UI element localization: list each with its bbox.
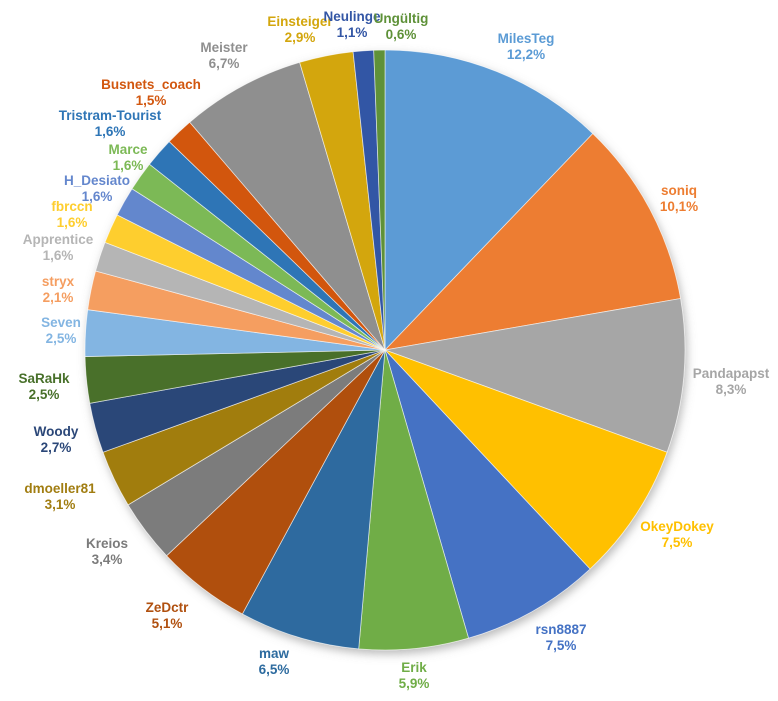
slice-label-name: Einsteiger: [267, 14, 333, 29]
slice-label-percent: 1,5%: [136, 93, 167, 108]
pie-slice-soniq[interactable]: [384, 133, 681, 351]
slice-label-name: Tristram-Tourist: [59, 108, 162, 123]
slice-label-percent: 1,6%: [95, 124, 126, 139]
slice-label-percent: 1,6%: [113, 158, 144, 173]
pie-slice-Meister[interactable]: [189, 61, 386, 351]
slice-label-percent: 0,6%: [386, 27, 417, 42]
slice-label-name: soniq: [661, 183, 697, 198]
slice-label-percent: 5,1%: [152, 616, 183, 631]
slice-label-percent: 10,1%: [660, 199, 698, 214]
slice-label-percent: 3,4%: [92, 552, 123, 567]
slice-label-percent: 8,3%: [716, 382, 747, 397]
slice-label-name: Kreios: [86, 536, 128, 551]
slice-label-name: rsn8887: [535, 622, 586, 637]
slice-label-percent: 5,9%: [399, 676, 430, 691]
slice-label-name: ZeDctr: [146, 600, 190, 615]
pie-slice-MilesTeg[interactable]: [384, 49, 594, 351]
slice-label-percent: 7,5%: [546, 638, 577, 653]
slice-label-percent: 1,6%: [43, 248, 74, 263]
slice-label-name: fbrccn: [51, 199, 92, 214]
pie-slice-maw[interactable]: [241, 349, 386, 650]
slice-label-percent: 1,1%: [337, 25, 368, 40]
slice-label-percent: 2,1%: [43, 290, 74, 305]
slice-label-percent: 1,6%: [57, 215, 88, 230]
slice-label-name: MilesTeg: [498, 31, 555, 46]
slice-label-name: maw: [259, 646, 290, 661]
slice-label-name: stryx: [42, 274, 75, 289]
slice-label-percent: 12,2%: [507, 47, 545, 62]
slice-label-percent: 2,7%: [41, 440, 72, 455]
slice-label-percent: 3,1%: [45, 497, 76, 512]
slice-label-name: Seven: [41, 315, 81, 330]
slice-label-name: Erik: [401, 660, 427, 675]
slice-label-name: Woody: [34, 424, 79, 439]
slice-label-name: Neulinge: [323, 9, 380, 24]
pie-slice-Pandapapst[interactable]: [384, 298, 686, 453]
slice-label-percent: 6,5%: [259, 662, 290, 677]
pie-slices: [84, 49, 686, 651]
slice-label-name: Pandapapst: [693, 366, 770, 381]
slice-label-name: Apprentice: [23, 232, 94, 247]
slice-label-name: OkeyDokey: [640, 519, 714, 534]
slice-label-percent: 6,7%: [209, 56, 240, 71]
slice-label-name: Marce: [108, 142, 148, 157]
pie-slice-rsn8887[interactable]: [384, 349, 591, 639]
slice-label-name: Busnets_coach: [101, 77, 201, 92]
slice-label-percent: 2,5%: [46, 331, 77, 346]
slice-label-percent: 1,6%: [82, 189, 113, 204]
pie-slice-OkeyDokey[interactable]: [384, 349, 668, 570]
slice-label-name: H_Desiato: [64, 173, 130, 188]
slice-label-percent: 2,9%: [285, 30, 316, 45]
pie-slice-Ungültig[interactable]: [373, 49, 386, 351]
slice-label-name: Meister: [200, 40, 248, 55]
slice-label-percent: 7,5%: [662, 535, 693, 550]
slice-label-name: Ungültig: [374, 11, 429, 26]
slice-label-name: SaRaHk: [18, 371, 70, 386]
slice-label-name: dmoeller81: [24, 481, 96, 496]
slice-label-percent: 2,5%: [29, 387, 60, 402]
